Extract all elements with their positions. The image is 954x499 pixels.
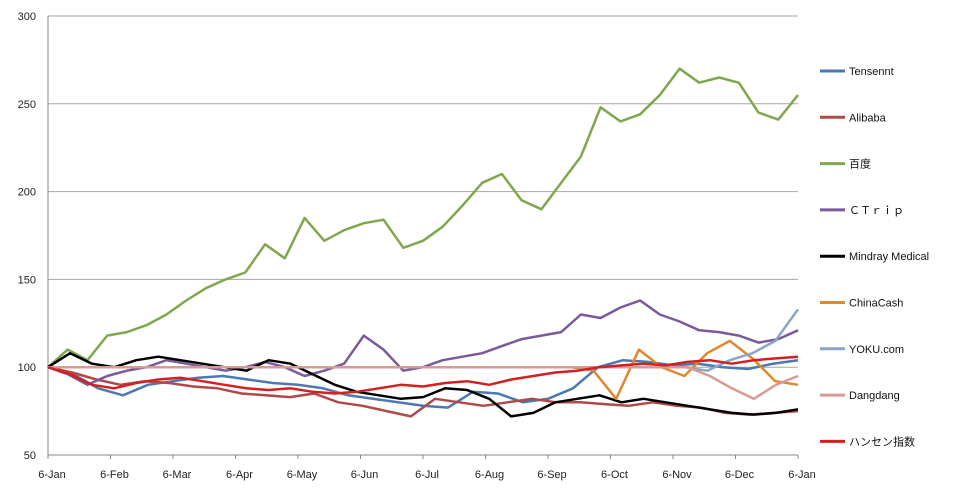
x-tick-label: 6-Jul <box>415 469 439 481</box>
legend-label: ＣＴｒｉｐ <box>849 205 904 217</box>
legend-item: ＣＴｒｉｐ <box>820 205 904 217</box>
y-axis: 300 250 200 150 100 50 <box>18 11 49 462</box>
y-tick-label: 200 <box>18 187 36 199</box>
legend-item: Dangdang <box>820 390 900 402</box>
x-tick-label: 6-Oct <box>601 469 628 481</box>
legend-item: YOKU.com <box>820 344 904 356</box>
legend-label: Dangdang <box>849 390 900 402</box>
legend-label: YOKU.com <box>849 344 904 356</box>
x-tick-label: 6-Sep <box>537 469 566 481</box>
legend-label: Alibaba <box>849 112 887 124</box>
x-axis: 6-Jan 6-Feb 6-Mar 6-Apr 6-May 6-Jun 6-Jul 6-Aug… <box>38 455 816 481</box>
legend-item: 百度 <box>820 157 871 171</box>
legend-label: 百度 <box>849 157 871 171</box>
y-tick-label: 250 <box>18 99 36 111</box>
legend-label: Tensennt <box>849 66 894 78</box>
x-tick-label: 6-Dec <box>725 469 755 481</box>
y-tick-label: 150 <box>18 274 36 286</box>
x-tick-label: 6-Aug <box>475 469 504 481</box>
y-tick-label: 50 <box>24 450 36 462</box>
x-tick-label: 6-Feb <box>100 469 129 481</box>
x-tick-label: 6-Jan <box>38 469 66 481</box>
legend-item: ChinaCash <box>820 298 903 310</box>
y-tick-label: 300 <box>18 11 36 23</box>
series-line-4 <box>47 351 799 418</box>
x-tick-label: 6-Nov <box>662 469 692 481</box>
x-tick-label: 6-Jun <box>351 469 379 481</box>
x-tick-label: 6-Jan <box>788 469 816 481</box>
legend-item: ハンセン指数 <box>820 434 915 448</box>
legend-item: Alibaba <box>820 112 887 124</box>
series-line-7 <box>48 365 799 401</box>
legend-label: ハンセン指数 <box>849 434 915 448</box>
legend: Tensennt Alibaba 百度 ＣＴｒｉｐ Mindray Medical Chi… <box>820 66 929 448</box>
x-tick-label: 6-Apr <box>226 469 253 481</box>
legend-item: Mindray Medical <box>820 251 929 263</box>
series-line-8 <box>47 355 799 395</box>
series-line-1 <box>47 365 799 418</box>
plot-area <box>47 67 800 418</box>
y-tick-label: 100 <box>18 362 36 374</box>
legend-item: Tensennt <box>820 66 894 78</box>
series-line-2 <box>47 67 799 369</box>
x-tick-label: 6-Mar <box>163 469 192 481</box>
legend-label: Mindray Medical <box>849 251 929 263</box>
legend-label: ChinaCash <box>849 298 903 310</box>
x-tick-label: 6-May <box>287 469 318 481</box>
